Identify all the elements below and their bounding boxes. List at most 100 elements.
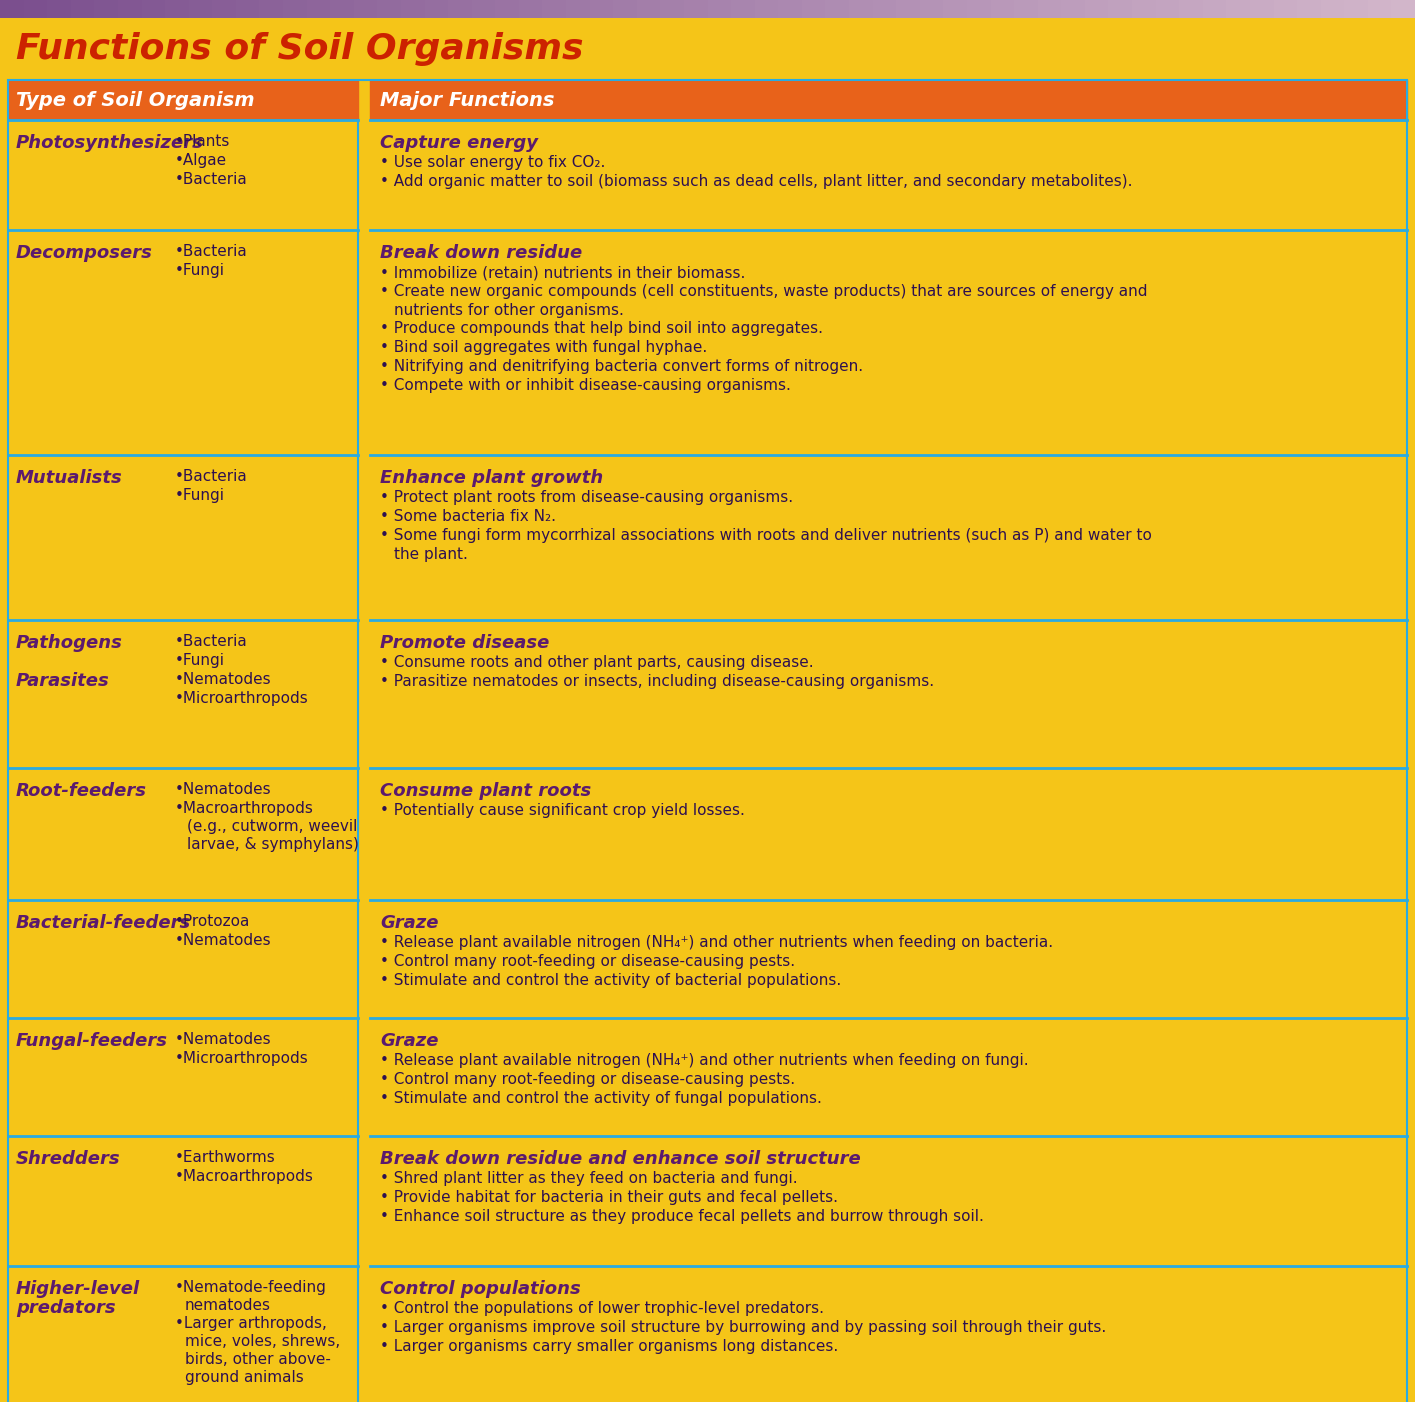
Text: Break down residue and enhance soil structure: Break down residue and enhance soil stru… <box>381 1150 860 1168</box>
Bar <box>71 0 95 18</box>
Bar <box>519 0 543 18</box>
Bar <box>708 0 732 18</box>
Bar <box>166 0 190 18</box>
Bar <box>449 0 473 18</box>
Bar <box>966 0 992 18</box>
Text: • Larger organisms improve soil structure by burrowing and by passing soil throu: • Larger organisms improve soil structur… <box>381 1321 1107 1335</box>
Text: •Microarthropods: •Microarthropods <box>175 1052 308 1066</box>
Text: •Microarthropods: •Microarthropods <box>175 691 308 707</box>
Text: Capture energy: Capture energy <box>381 135 538 151</box>
Bar <box>495 0 519 18</box>
Bar <box>896 0 921 18</box>
Text: • Immobilize (retain) nutrients in their biomass.: • Immobilize (retain) nutrients in their… <box>381 265 746 280</box>
Bar <box>212 0 236 18</box>
Bar <box>1368 0 1392 18</box>
Text: •Bacteria: •Bacteria <box>175 470 248 484</box>
Text: Major Functions: Major Functions <box>381 91 555 109</box>
Text: • Control the populations of lower trophic-level predators.: • Control the populations of lower troph… <box>381 1301 824 1316</box>
Bar <box>1249 0 1275 18</box>
Text: predators: predators <box>16 1300 116 1316</box>
Bar <box>188 0 214 18</box>
Text: •Bacteria: •Bacteria <box>175 172 248 186</box>
Text: • Release plant available nitrogen (NH₄⁺) and other nutrients when feeding on fu: • Release plant available nitrogen (NH₄⁺… <box>381 1053 1029 1068</box>
Text: Mutualists: Mutualists <box>16 470 123 486</box>
Bar <box>1108 0 1133 18</box>
Text: •Nematodes: •Nematodes <box>175 782 272 796</box>
Text: Higher-level: Higher-level <box>16 1280 140 1298</box>
Text: •Plants: •Plants <box>175 135 231 149</box>
Text: Fungal-feeders: Fungal-feeders <box>16 1032 168 1050</box>
Text: • Protect plant roots from disease-causing organisms.: • Protect plant roots from disease-causi… <box>381 491 794 505</box>
Bar <box>661 0 685 18</box>
Bar <box>471 0 497 18</box>
Text: Pathogens: Pathogens <box>16 634 123 652</box>
Bar <box>542 0 567 18</box>
Bar <box>1061 0 1085 18</box>
Text: larvae, & symphylans): larvae, & symphylans) <box>187 837 359 852</box>
Bar <box>1320 0 1346 18</box>
Text: • Provide habitat for bacteria in their guts and fecal pellets.: • Provide habitat for bacteria in their … <box>381 1190 838 1204</box>
Bar <box>944 0 968 18</box>
Text: •Larger arthropods,: •Larger arthropods, <box>175 1316 327 1330</box>
Bar <box>1344 0 1368 18</box>
Text: • Larger organisms carry smaller organisms long distances.: • Larger organisms carry smaller organis… <box>381 1339 838 1354</box>
Bar <box>259 0 284 18</box>
Text: • Stimulate and control the activity of fungal populations.: • Stimulate and control the activity of … <box>381 1091 822 1106</box>
Text: •Fungi: •Fungi <box>175 488 225 503</box>
Text: • Consume roots and other plant parts, causing disease.: • Consume roots and other plant parts, c… <box>381 655 814 670</box>
Text: •Algae: •Algae <box>175 153 228 168</box>
Bar <box>1298 0 1322 18</box>
Text: •Bacteria: •Bacteria <box>175 634 248 649</box>
Bar <box>1227 0 1251 18</box>
Bar <box>283 0 307 18</box>
Text: Graze: Graze <box>381 914 439 932</box>
Bar <box>1015 0 1039 18</box>
Text: • Bind soil aggregates with fungal hyphae.: • Bind soil aggregates with fungal hypha… <box>381 341 708 355</box>
Text: •Bacteria: •Bacteria <box>175 244 248 259</box>
Text: (e.g., cutworm, weevil: (e.g., cutworm, weevil <box>187 819 358 834</box>
Text: Promote disease: Promote disease <box>381 634 549 652</box>
Bar <box>117 0 143 18</box>
Text: • Some fungi form mycorrhizal associations with roots and deliver nutrients (suc: • Some fungi form mycorrhizal associatio… <box>381 529 1152 543</box>
Text: •Nematode-feeding: •Nematode-feeding <box>175 1280 327 1295</box>
Bar <box>1274 0 1298 18</box>
Bar <box>590 0 614 18</box>
Text: • Control many root-feeding or disease-causing pests.: • Control many root-feeding or disease-c… <box>381 1073 795 1087</box>
Text: • Nitrifying and denitrifying bacteria convert forms of nitrogen.: • Nitrifying and denitrifying bacteria c… <box>381 359 863 374</box>
Bar <box>8 80 358 121</box>
Text: nematodes: nematodes <box>185 1298 272 1314</box>
Text: birds, other above-: birds, other above- <box>185 1352 331 1367</box>
Text: •Macroarthropods: •Macroarthropods <box>175 801 314 816</box>
Text: Functions of Soil Organisms: Functions of Soil Organisms <box>16 32 583 66</box>
Text: nutrients for other organisms.: nutrients for other organisms. <box>393 303 624 318</box>
Bar <box>778 0 802 18</box>
Text: Shredders: Shredders <box>16 1150 120 1168</box>
Text: •Nematodes: •Nematodes <box>175 1032 272 1047</box>
Bar <box>754 0 780 18</box>
Bar <box>424 0 449 18</box>
Text: • Add organic matter to soil (biomass such as dead cells, plant litter, and seco: • Add organic matter to soil (biomass su… <box>381 174 1132 189</box>
Text: ground animals: ground animals <box>185 1370 304 1385</box>
Text: Type of Soil Organism: Type of Soil Organism <box>16 91 255 109</box>
Text: • Compete with or inhibit disease-causing organisms.: • Compete with or inhibit disease-causin… <box>381 379 791 393</box>
Text: • Release plant available nitrogen (NH₄⁺) and other nutrients when feeding on ba: • Release plant available nitrogen (NH₄⁺… <box>381 935 1053 951</box>
Bar <box>920 0 944 18</box>
Bar <box>613 0 638 18</box>
Bar <box>683 0 709 18</box>
Bar <box>236 0 260 18</box>
Bar <box>990 0 1015 18</box>
Text: the plant.: the plant. <box>393 547 468 562</box>
Text: •Macroarthropods: •Macroarthropods <box>175 1169 314 1185</box>
Text: Parasites: Parasites <box>16 672 110 690</box>
Bar <box>142 0 166 18</box>
Bar <box>825 0 850 18</box>
Text: Enhance plant growth: Enhance plant growth <box>381 470 603 486</box>
Text: • Produce compounds that help bind soil into aggregates.: • Produce compounds that help bind soil … <box>381 321 824 336</box>
Text: • Enhance soil structure as they produce fecal pellets and burrow through soil.: • Enhance soil structure as they produce… <box>381 1209 983 1224</box>
Text: • Parasitize nematodes or insects, including disease-causing organisms.: • Parasitize nematodes or insects, inclu… <box>381 674 934 688</box>
Text: •Fungi: •Fungi <box>175 264 225 278</box>
Text: • Use solar energy to fix CO₂.: • Use solar energy to fix CO₂. <box>381 156 606 170</box>
Bar <box>307 0 331 18</box>
Bar <box>0 0 24 18</box>
Text: mice, voles, shrews,: mice, voles, shrews, <box>185 1333 340 1349</box>
